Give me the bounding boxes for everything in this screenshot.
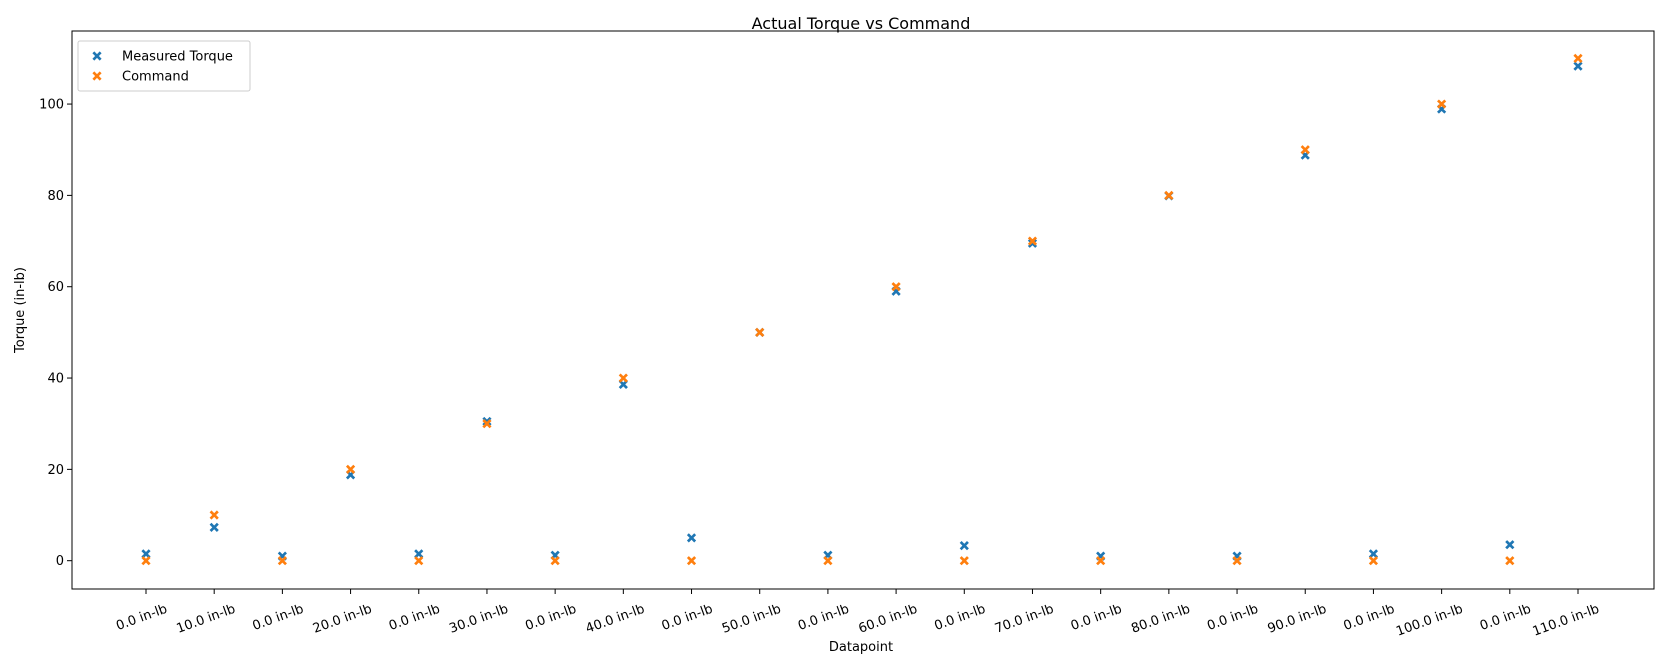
data-point — [1573, 53, 1583, 63]
data-point — [959, 556, 969, 566]
legend-label: Command — [122, 70, 189, 85]
data-point — [414, 556, 424, 566]
data-point — [686, 533, 697, 543]
y-tick-label: 40 — [47, 372, 64, 387]
data-point — [1027, 238, 1038, 248]
x-axis-label: Datapoint — [829, 640, 893, 655]
y-tick-label: 60 — [47, 280, 64, 295]
legend-marker — [92, 71, 102, 81]
data-point — [1505, 556, 1515, 566]
data-point — [550, 556, 560, 566]
data-point — [1368, 556, 1379, 566]
data-point — [1027, 236, 1038, 246]
data-point — [618, 373, 628, 383]
chart-title: Actual Torque vs Command — [752, 14, 971, 33]
y-tick-label: 0 — [56, 554, 64, 569]
data-point — [277, 556, 287, 566]
data-point — [1573, 61, 1583, 71]
y-tick-label: 80 — [47, 189, 64, 204]
data-point — [345, 464, 356, 474]
legend-label: Measured Torque — [122, 50, 233, 65]
y-axis-label: Torque (in-lb) — [13, 267, 28, 354]
data-point — [686, 556, 697, 566]
series-command — [141, 53, 1583, 566]
data-point — [209, 510, 219, 520]
data-point — [482, 416, 492, 427]
data-point — [823, 556, 833, 566]
legend-marker — [92, 51, 102, 61]
data-point — [1096, 556, 1106, 566]
data-point — [482, 419, 492, 429]
data-point — [141, 556, 151, 566]
data-point — [755, 327, 765, 337]
legend-box — [77, 40, 251, 92]
data-point — [1368, 549, 1379, 559]
data-point — [1164, 190, 1174, 200]
plot-frame — [71, 30, 1655, 590]
data-point — [1437, 99, 1447, 109]
data-point — [1232, 556, 1242, 566]
y-tick-label: 100 — [39, 98, 64, 113]
data-point — [1505, 540, 1515, 550]
data-point — [959, 541, 969, 551]
data-point — [141, 549, 151, 559]
data-point — [1300, 145, 1310, 155]
data-point — [209, 522, 219, 532]
data-point — [891, 282, 901, 292]
y-tick-label: 20 — [47, 463, 64, 478]
data-point — [414, 549, 424, 559]
legend: Measured Torque Command — [77, 40, 251, 92]
